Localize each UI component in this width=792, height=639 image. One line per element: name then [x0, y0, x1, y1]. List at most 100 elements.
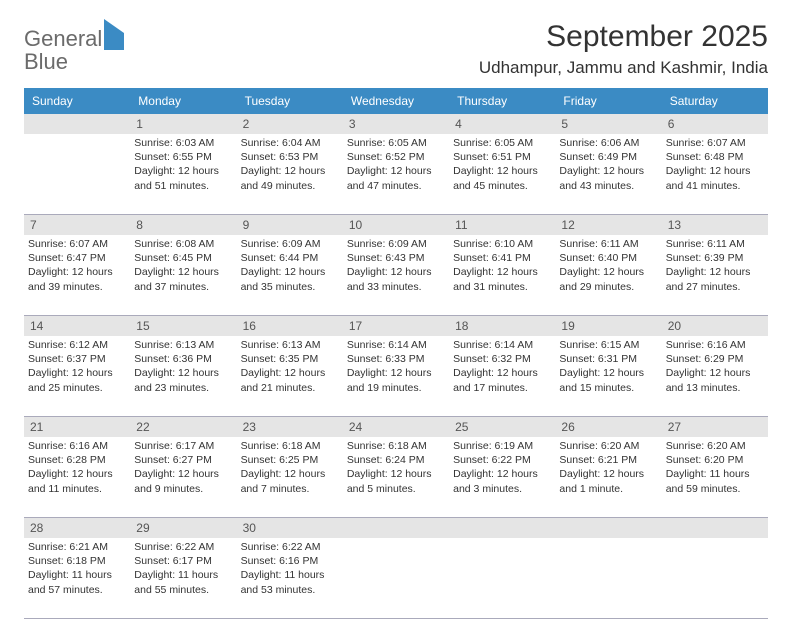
cell-sunset: Sunset: 6:36 PM: [134, 352, 232, 366]
cell-sunrise: Sunrise: 6:21 AM: [28, 540, 126, 554]
day-number: 7: [24, 215, 130, 235]
header: General Blue September 2025 Udhampur, Ja…: [24, 20, 768, 78]
day-cell: Sunrise: 6:04 AMSunset: 6:53 PMDaylight:…: [237, 134, 343, 214]
cell-sunrise: Sunrise: 6:12 AM: [28, 338, 126, 352]
day-number: 19: [555, 316, 661, 336]
day-cell: Sunrise: 6:05 AMSunset: 6:52 PMDaylight:…: [343, 134, 449, 214]
cell-daylight2: and 57 minutes.: [28, 583, 126, 597]
cell-daylight1: Daylight: 12 hours: [453, 467, 551, 481]
cell-daylight1: Daylight: 12 hours: [666, 265, 764, 279]
cell-daylight2: and 59 minutes.: [666, 482, 764, 496]
day-cell: Sunrise: 6:13 AMSunset: 6:35 PMDaylight:…: [237, 336, 343, 416]
cell-daylight1: Daylight: 12 hours: [453, 265, 551, 279]
title-block: September 2025 Udhampur, Jammu and Kashm…: [479, 20, 768, 78]
cell-sunrise: Sunrise: 6:10 AM: [453, 237, 551, 251]
cell-daylight2: and 1 minute.: [559, 482, 657, 496]
day-number: 17: [343, 316, 449, 336]
cell-daylight2: and 15 minutes.: [559, 381, 657, 395]
cell-sunset: Sunset: 6:20 PM: [666, 453, 764, 467]
cell-daylight2: and 13 minutes.: [666, 381, 764, 395]
cell-sunset: Sunset: 6:51 PM: [453, 150, 551, 164]
cell-daylight2: and 23 minutes.: [134, 381, 232, 395]
cell-daylight1: Daylight: 11 hours: [241, 568, 339, 582]
cell-sunrise: Sunrise: 6:04 AM: [241, 136, 339, 150]
day-cell: Sunrise: 6:10 AMSunset: 6:41 PMDaylight:…: [449, 235, 555, 315]
cell-daylight2: and 29 minutes.: [559, 280, 657, 294]
cell-sunset: Sunset: 6:39 PM: [666, 251, 764, 265]
cell-daylight1: Daylight: 12 hours: [241, 164, 339, 178]
cell-sunrise: Sunrise: 6:18 AM: [347, 439, 445, 453]
cell-daylight2: and 35 minutes.: [241, 280, 339, 294]
cell-sunset: Sunset: 6:45 PM: [134, 251, 232, 265]
cell-daylight2: and 55 minutes.: [134, 583, 232, 597]
weeks: 123456Sunrise: 6:03 AMSunset: 6:55 PMDay…: [24, 114, 768, 619]
cell-sunrise: Sunrise: 6:18 AM: [241, 439, 339, 453]
cell-sunrise: Sunrise: 6:15 AM: [559, 338, 657, 352]
day-cell: Sunrise: 6:09 AMSunset: 6:44 PMDaylight:…: [237, 235, 343, 315]
cell-daylight2: and 19 minutes.: [347, 381, 445, 395]
cell-daylight2: and 7 minutes.: [241, 482, 339, 496]
cell-sunrise: Sunrise: 6:17 AM: [134, 439, 232, 453]
cell-daylight1: Daylight: 12 hours: [666, 366, 764, 380]
cell-daylight1: Daylight: 12 hours: [453, 366, 551, 380]
cell-daylight1: Daylight: 12 hours: [559, 467, 657, 481]
day-number: 28: [24, 518, 130, 538]
cell-sunset: Sunset: 6:17 PM: [134, 554, 232, 568]
day-number: 27: [662, 417, 768, 437]
cell-sunset: Sunset: 6:48 PM: [666, 150, 764, 164]
cell-sunrise: Sunrise: 6:20 AM: [559, 439, 657, 453]
cell-sunset: Sunset: 6:35 PM: [241, 352, 339, 366]
cell-daylight1: Daylight: 12 hours: [347, 265, 445, 279]
cell-daylight1: Daylight: 12 hours: [347, 467, 445, 481]
day-cell: Sunrise: 6:07 AMSunset: 6:48 PMDaylight:…: [662, 134, 768, 214]
location: Udhampur, Jammu and Kashmir, India: [479, 58, 768, 78]
cell-daylight1: Daylight: 11 hours: [666, 467, 764, 481]
cell-sunset: Sunset: 6:41 PM: [453, 251, 551, 265]
daynum-row: 282930: [24, 518, 768, 538]
day-cell: Sunrise: 6:18 AMSunset: 6:25 PMDaylight:…: [237, 437, 343, 517]
logo-word1: General: [24, 26, 102, 51]
cell-sunset: Sunset: 6:52 PM: [347, 150, 445, 164]
cell-sunrise: Sunrise: 6:07 AM: [666, 136, 764, 150]
day-number: 24: [343, 417, 449, 437]
dayhead-sat: Saturday: [662, 88, 768, 114]
cell-sunset: Sunset: 6:27 PM: [134, 453, 232, 467]
daynum-row: 14151617181920: [24, 316, 768, 336]
day-number: 6: [662, 114, 768, 134]
cell-sunrise: Sunrise: 6:11 AM: [666, 237, 764, 251]
day-number: 30: [237, 518, 343, 538]
cell-daylight2: and 5 minutes.: [347, 482, 445, 496]
day-cell: Sunrise: 6:18 AMSunset: 6:24 PMDaylight:…: [343, 437, 449, 517]
dayhead-fri: Friday: [555, 88, 661, 114]
cell-sunrise: Sunrise: 6:13 AM: [241, 338, 339, 352]
logo-text: General Blue: [24, 28, 124, 74]
cell-daylight1: Daylight: 12 hours: [453, 164, 551, 178]
cell-sunset: Sunset: 6:33 PM: [347, 352, 445, 366]
day-number: [449, 518, 555, 538]
day-cell: Sunrise: 6:11 AMSunset: 6:40 PMDaylight:…: [555, 235, 661, 315]
cell-daylight2: and 27 minutes.: [666, 280, 764, 294]
cell-daylight2: and 21 minutes.: [241, 381, 339, 395]
day-number: 11: [449, 215, 555, 235]
cell-sunset: Sunset: 6:47 PM: [28, 251, 126, 265]
day-number: [343, 518, 449, 538]
day-number: 23: [237, 417, 343, 437]
day-number: 1: [130, 114, 236, 134]
day-number: 3: [343, 114, 449, 134]
cell-daylight1: Daylight: 12 hours: [28, 366, 126, 380]
cell-daylight2: and 33 minutes.: [347, 280, 445, 294]
cell-sunset: Sunset: 6:31 PM: [559, 352, 657, 366]
day-cell: Sunrise: 6:22 AMSunset: 6:17 PMDaylight:…: [130, 538, 236, 618]
week-row: Sunrise: 6:21 AMSunset: 6:18 PMDaylight:…: [24, 538, 768, 619]
day-number: [555, 518, 661, 538]
day-cell: [24, 134, 130, 214]
cell-daylight2: and 51 minutes.: [134, 179, 232, 193]
day-cell: Sunrise: 6:17 AMSunset: 6:27 PMDaylight:…: [130, 437, 236, 517]
cell-sunrise: Sunrise: 6:22 AM: [134, 540, 232, 554]
cell-sunrise: Sunrise: 6:09 AM: [347, 237, 445, 251]
cell-sunset: Sunset: 6:40 PM: [559, 251, 657, 265]
cell-sunrise: Sunrise: 6:09 AM: [241, 237, 339, 251]
day-number: 16: [237, 316, 343, 336]
cell-daylight2: and 31 minutes.: [453, 280, 551, 294]
cell-sunrise: Sunrise: 6:13 AM: [134, 338, 232, 352]
